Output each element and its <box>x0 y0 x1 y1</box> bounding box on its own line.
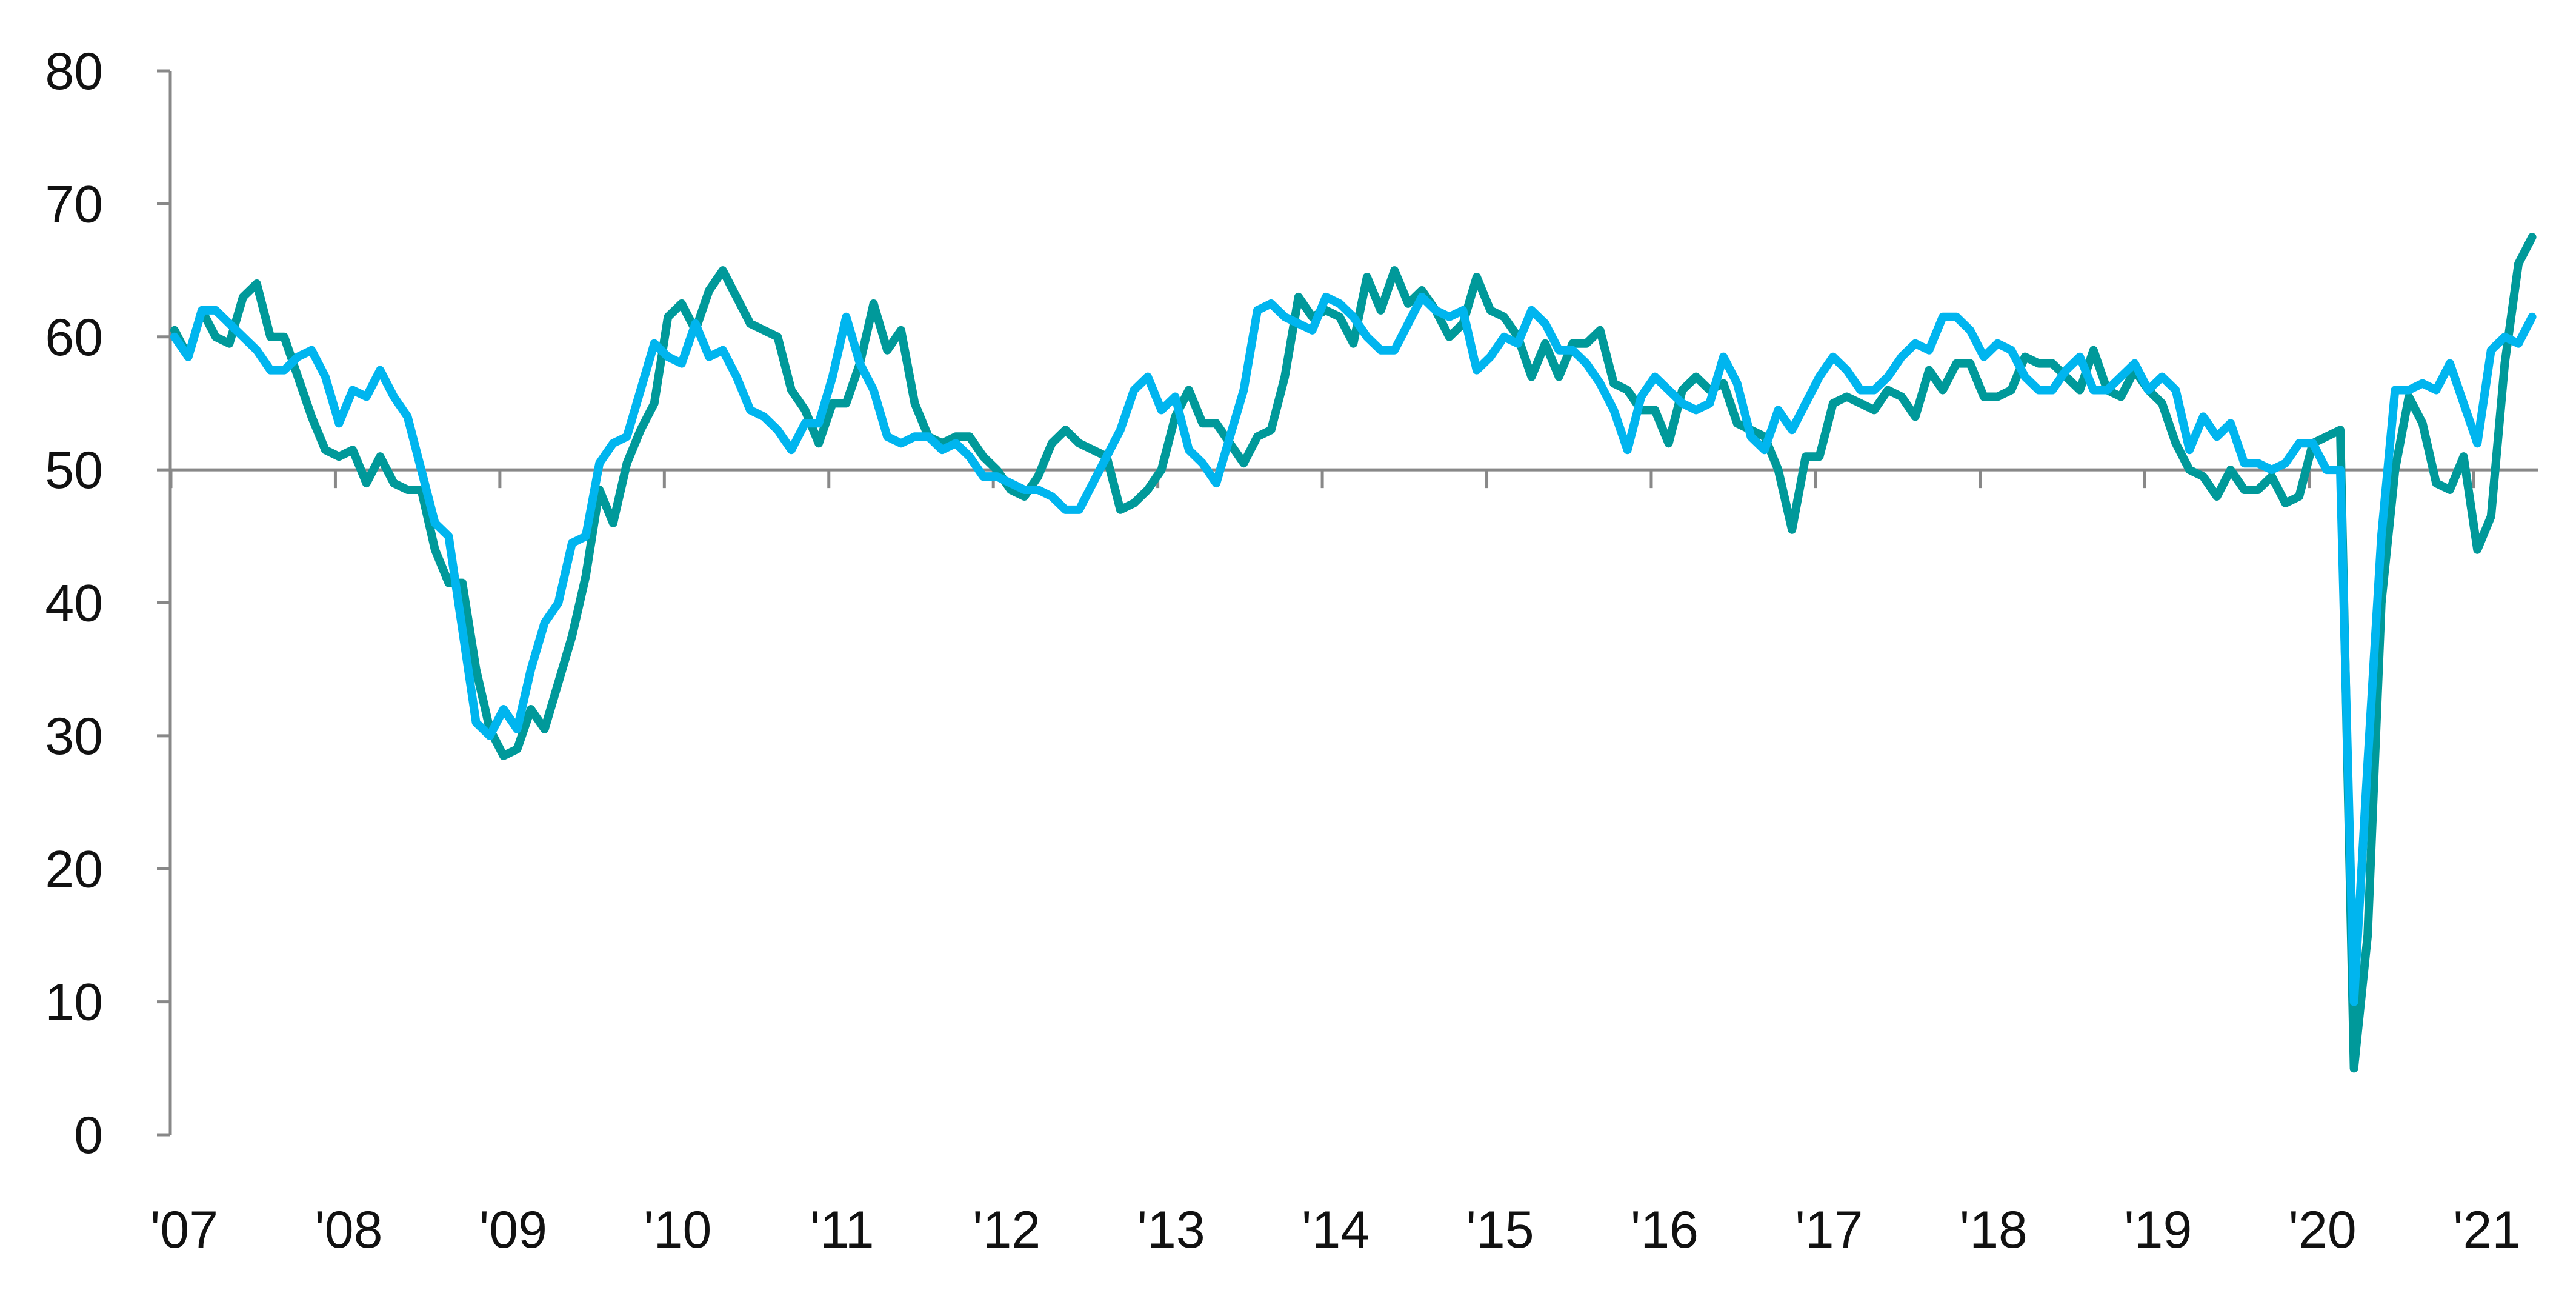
series-line-2 <box>170 292 2537 1006</box>
y-tick-label: 10 <box>45 974 103 1032</box>
tick-labels: 0 10 20 30 40 50 60 70 80 '07 '08 '09 '10 '11 '12 '13 '1… <box>45 42 2521 1259</box>
x-tick-label: '13 <box>1137 1201 1205 1259</box>
axes <box>157 69 2538 1137</box>
x-tick-label: '14 <box>1302 1201 1370 1259</box>
x-tick-label: '20 <box>2289 1201 2357 1259</box>
x-tick-label: '19 <box>2124 1201 2192 1259</box>
x-tick-label: '11 <box>810 1201 874 1259</box>
x-tick-label: '12 <box>973 1201 1040 1259</box>
y-tick-label: 30 <box>45 707 103 766</box>
y-tick-label: 80 <box>45 42 103 101</box>
x-tick-label: '21 <box>2453 1201 2521 1259</box>
y-tick-label: 40 <box>45 575 103 633</box>
x-tick-label: '15 <box>1466 1201 1534 1259</box>
x-tick-label: '07 <box>150 1201 218 1259</box>
series-lines <box>170 233 2537 1073</box>
y-tick-label: 70 <box>45 175 103 233</box>
series-line-1 <box>170 233 2537 1073</box>
y-tick-label: 0 <box>74 1106 103 1164</box>
x-tick-label: '09 <box>479 1201 547 1259</box>
y-tick-label: 60 <box>45 309 103 367</box>
y-tick-label: 50 <box>45 441 103 499</box>
x-tick-label: '17 <box>1795 1201 1863 1259</box>
x-tick-label: '18 <box>1960 1201 2028 1259</box>
x-tick-label: '16 <box>1631 1201 1699 1259</box>
x-tick-label: '08 <box>315 1201 382 1259</box>
x-tick-label: '10 <box>644 1201 711 1259</box>
y-tick-label: 20 <box>45 840 103 898</box>
